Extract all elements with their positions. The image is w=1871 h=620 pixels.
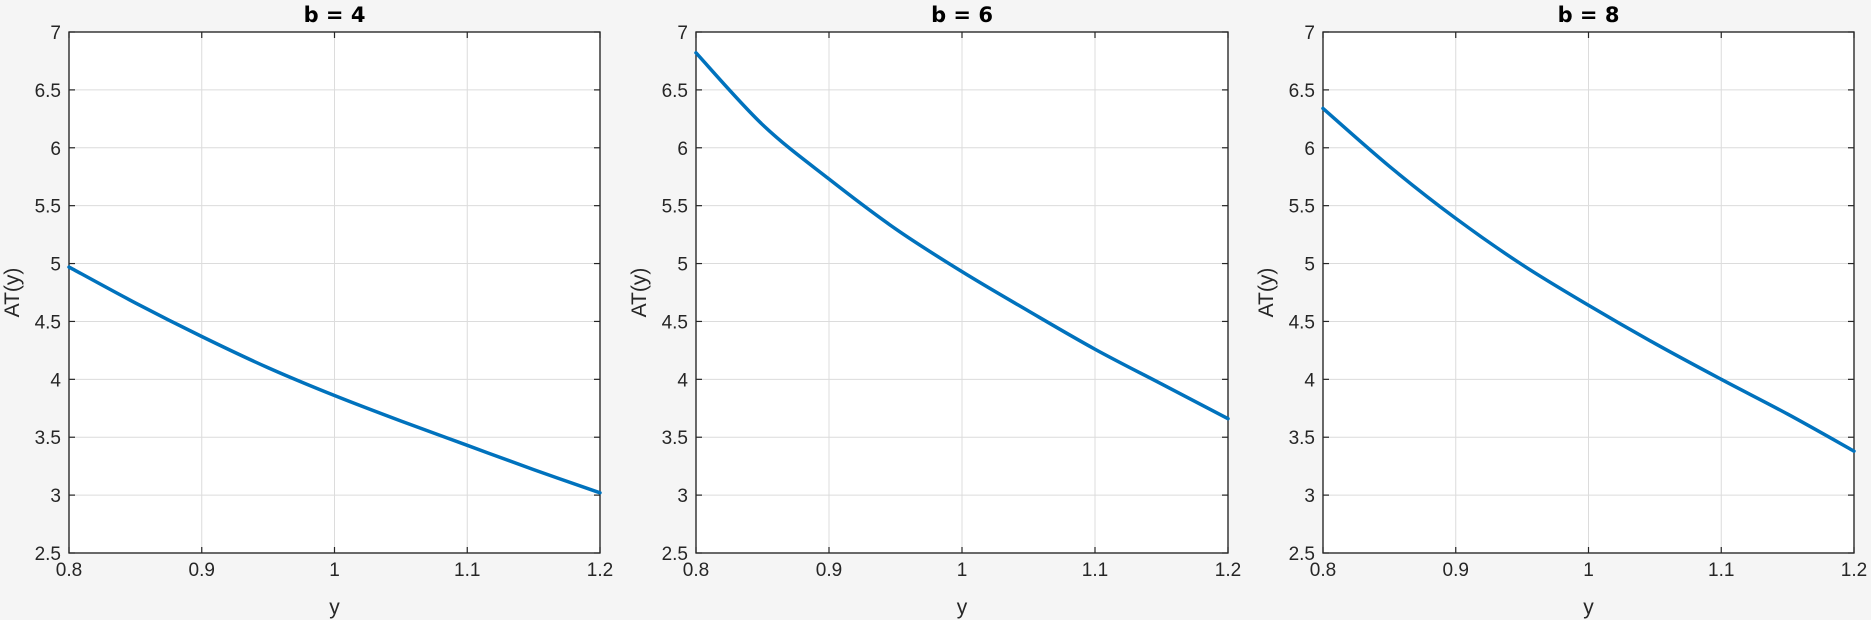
- series-line-1: [1321, 106, 1856, 453]
- y-tick-label: 5: [677, 255, 688, 276]
- y-tick-label: 7: [677, 23, 688, 44]
- y-tick-label: 3.5: [662, 428, 688, 449]
- y-tick-label: 6: [677, 139, 688, 160]
- y-tick-label: 4.5: [1289, 312, 1315, 333]
- x-axis-label: y: [1583, 596, 1594, 619]
- x-axis-label: y: [329, 596, 340, 619]
- y-tick-label: 5: [50, 255, 61, 276]
- x-tick-label: 1: [329, 560, 340, 581]
- y-tick-label: 4.5: [35, 312, 61, 333]
- x-tick-label: 1: [957, 560, 968, 581]
- x-tick-label: 0.9: [1443, 560, 1469, 581]
- y-tick-label: 3.5: [35, 428, 61, 449]
- x-tick-label: 0.9: [189, 560, 215, 581]
- y-tick-label: 3: [677, 486, 688, 507]
- y-tick-label: 4: [1304, 370, 1315, 391]
- x-tick-label: 0.9: [816, 560, 842, 581]
- y-tick-label: 5.5: [35, 197, 61, 218]
- y-tick-label: 5.5: [1289, 197, 1315, 218]
- y-tick-label: 5: [1304, 255, 1315, 276]
- y-tick-label: 4.5: [662, 312, 688, 333]
- y-tick-label: 2.5: [662, 544, 688, 565]
- y-axis-label: AT(y): [1, 268, 24, 318]
- y-tick-label: 6: [50, 139, 61, 160]
- chart-panel-2: 0.8 0.9 1 1.1 1.2 2.5 3 3.5 4 4.5 5 5.5 6 6.5 7 b = 6 y A…: [628, 3, 1241, 619]
- series-line-1: [694, 51, 1230, 421]
- y-tick-label: 6: [1304, 139, 1315, 160]
- x-tick-label: 1: [1583, 560, 1594, 581]
- y-tick-label: 6.5: [1289, 81, 1315, 102]
- chart-panel-1: 0.8 0.9 1 1.1 1.2 2.5 3 3.5 4 4.5 5 5.5 6 6.5 7 b = 4 y A…: [1, 3, 613, 619]
- x-tick-label: 1.1: [1082, 560, 1108, 581]
- y-tick-label: 2.5: [1289, 544, 1315, 565]
- x-tick-label: 1.2: [1215, 560, 1241, 581]
- x-tick-label: 1.2: [587, 560, 613, 581]
- chart-title: b = 6: [931, 3, 993, 27]
- x-tick-label: 1.1: [1708, 560, 1734, 581]
- x-tick-label: 0.8: [1310, 560, 1336, 581]
- chart-title: b = 8: [1558, 3, 1620, 27]
- y-tick-label: 4: [50, 370, 61, 391]
- x-tick-label: 0.8: [683, 560, 709, 581]
- chart-panel-3: 0.8 0.9 1 1.1 1.2 2.5 3 3.5 4 4.5 5 5.5 6 6.5 7 b = 8 y A…: [1255, 3, 1867, 619]
- y-tick-label: 7: [1304, 23, 1315, 44]
- y-tick-label: 6.5: [35, 81, 61, 102]
- y-axis-label: AT(y): [1255, 268, 1278, 318]
- chart-title: b = 4: [304, 3, 366, 27]
- x-tick-label: 1.1: [454, 560, 480, 581]
- y-tick-label: 2.5: [35, 544, 61, 565]
- y-tick-label: 5.5: [662, 197, 688, 218]
- y-tick-label: 3: [50, 486, 61, 507]
- y-tick-label: 7: [50, 23, 61, 44]
- y-tick-label: 4: [677, 370, 688, 391]
- x-axis-label: y: [957, 596, 968, 619]
- y-axis-label: AT(y): [628, 268, 651, 318]
- y-tick-label: 3: [1304, 486, 1315, 507]
- y-tick-label: 6.5: [662, 81, 688, 102]
- x-tick-label: 1.2: [1841, 560, 1867, 581]
- series-line-1: [67, 265, 602, 495]
- x-tick-label: 0.8: [56, 560, 82, 581]
- y-tick-label: 3.5: [1289, 428, 1315, 449]
